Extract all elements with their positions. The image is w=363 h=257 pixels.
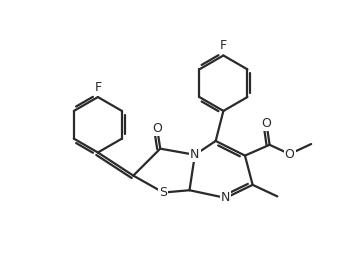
Text: F: F <box>220 39 227 52</box>
Text: O: O <box>285 148 294 161</box>
Text: N: N <box>190 148 200 161</box>
Text: O: O <box>262 117 272 130</box>
Text: S: S <box>159 186 167 199</box>
Text: F: F <box>94 80 101 94</box>
Text: O: O <box>152 122 162 135</box>
Text: N: N <box>221 191 231 204</box>
